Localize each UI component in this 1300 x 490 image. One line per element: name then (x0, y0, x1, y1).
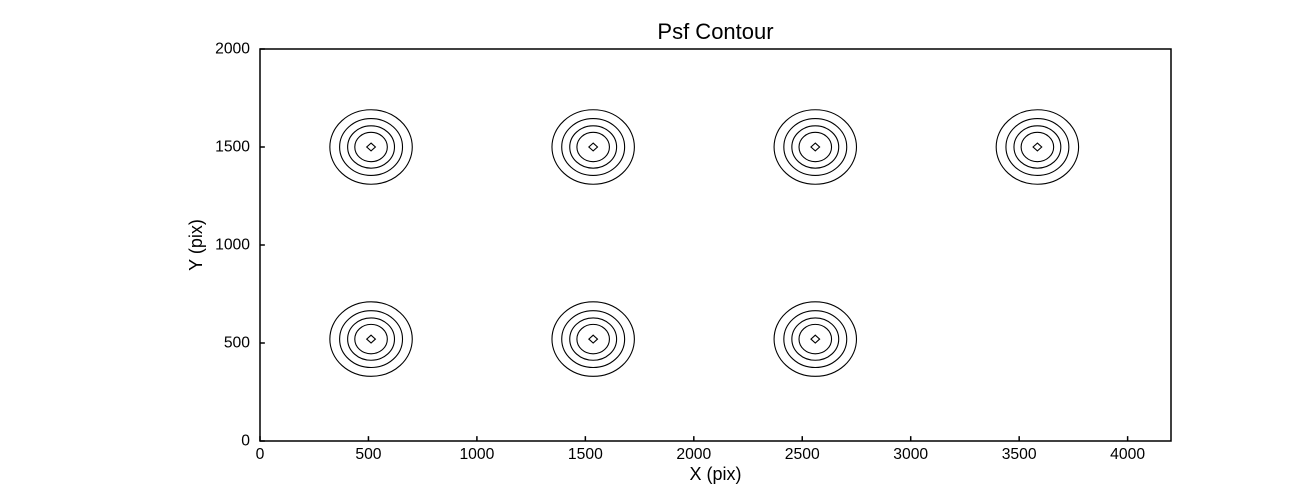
svg-text:3000: 3000 (893, 446, 928, 463)
svg-text:500: 500 (355, 446, 381, 463)
svg-text:X (pix): X (pix) (689, 464, 741, 484)
svg-text:0: 0 (256, 446, 265, 463)
svg-text:Y (pix): Y (pix) (186, 219, 206, 271)
svg-text:Psf Contour: Psf Contour (657, 19, 773, 44)
svg-text:0: 0 (241, 433, 250, 450)
svg-text:1500: 1500 (215, 139, 250, 156)
svg-text:2500: 2500 (785, 446, 820, 463)
svg-text:2000: 2000 (676, 446, 711, 463)
svg-text:1500: 1500 (568, 446, 603, 463)
svg-text:3500: 3500 (1002, 446, 1037, 463)
svg-text:2000: 2000 (215, 41, 250, 58)
svg-text:4000: 4000 (1110, 446, 1145, 463)
svg-text:500: 500 (224, 335, 250, 352)
svg-text:1000: 1000 (459, 446, 494, 463)
svg-text:1000: 1000 (215, 237, 250, 254)
